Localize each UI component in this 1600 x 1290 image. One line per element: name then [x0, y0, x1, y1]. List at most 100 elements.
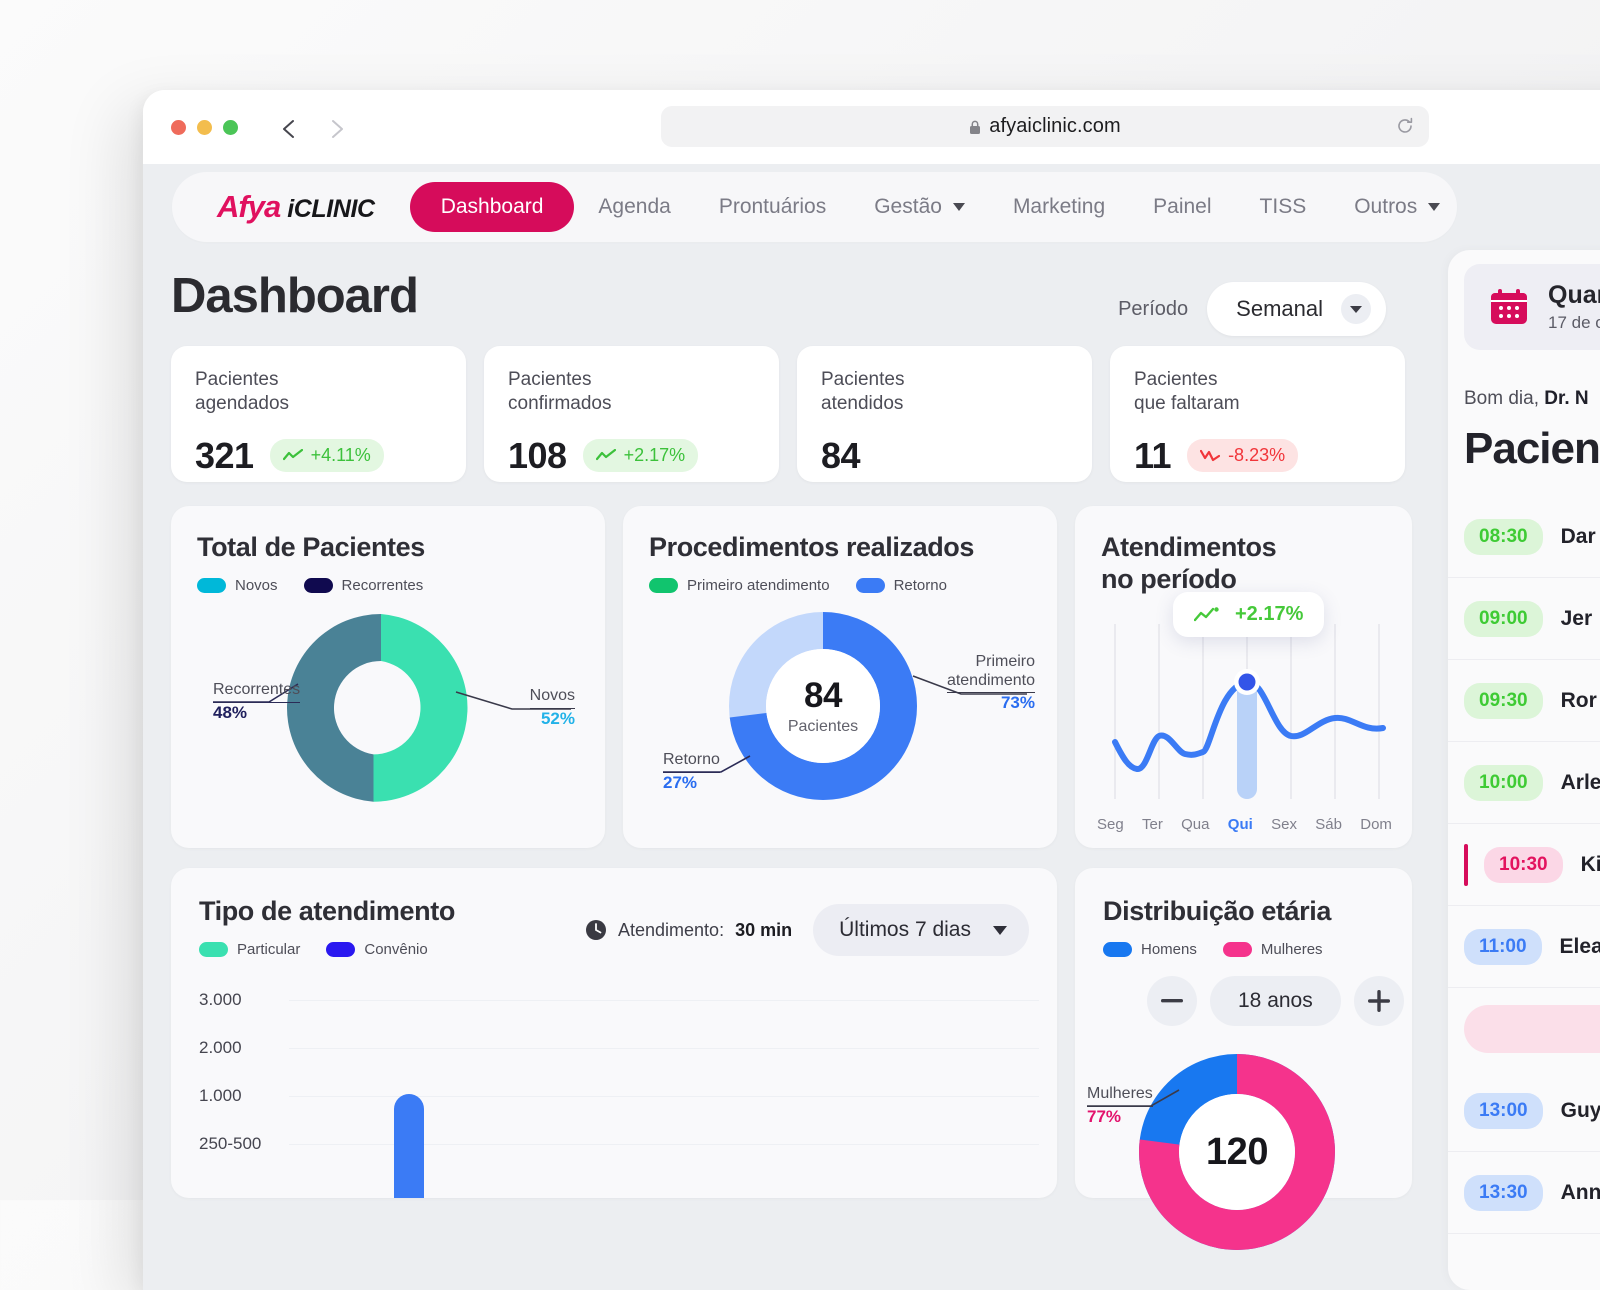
legend-label: Recorrentes — [341, 576, 424, 594]
nav-label: Gestão — [874, 195, 942, 218]
chevron-right-icon[interactable] — [326, 117, 346, 138]
app-root: Afya iCLINIC Dashboard Agenda Prontuário… — [143, 164, 1600, 1290]
appointment-row-current[interactable]: 10:30 Ki — [1448, 824, 1600, 906]
appointment-row[interactable]: 08:30 Dar — [1448, 496, 1600, 578]
chart-card-total-pacientes: Total de Pacientes Novos Recorrentes — [171, 506, 605, 848]
donut-leader-lines — [213, 683, 571, 710]
donut-total-pacientes — [275, 602, 487, 819]
appointment-time: 13:30 — [1464, 1174, 1543, 1211]
nav-item-tiss[interactable]: TISS — [1236, 182, 1331, 232]
legend-label: Primeiro atendimento — [687, 576, 830, 594]
period-select[interactable]: Semanal — [1207, 282, 1386, 336]
appointment-row[interactable]: 13:30 Ann — [1448, 1152, 1600, 1234]
kpi-card-atendidos[interactable]: Pacientes atendidos 84 — [797, 346, 1092, 482]
legend-label: Retorno — [893, 576, 947, 594]
x-label-ter: Ter — [1142, 816, 1163, 833]
minimize-window-button[interactable] — [197, 119, 212, 135]
appointment-row[interactable]: 09:30 Ror — [1448, 660, 1600, 742]
kpi-card-faltaram[interactable]: Pacientes que faltaram 11 -8.23% — [1110, 346, 1405, 482]
x-label-qua: Qua — [1181, 816, 1210, 833]
annotation-value: 48% — [213, 702, 248, 722]
nav-item-outros[interactable]: Outros — [1330, 182, 1464, 232]
kpi-card-confirmados[interactable]: Pacientes confirmados 108 +2.17% — [484, 346, 779, 482]
legend-swatch — [1103, 941, 1132, 957]
maximize-window-button[interactable] — [223, 119, 238, 135]
brand-iclinic-text: iCLINIC — [287, 195, 375, 223]
donut-center-text: 84 Pacientes — [717, 600, 929, 812]
nav-item-marketing[interactable]: Marketing — [989, 182, 1129, 232]
appointment-time: 13:00 — [1464, 1092, 1543, 1129]
nav-item-list: Dashboard Agenda Prontuários Gestão Mark… — [409, 182, 1465, 232]
appointment-time: 10:00 — [1464, 764, 1543, 801]
donut-center-value: 120 — [1206, 1130, 1268, 1173]
appointment-name: Guy — [1560, 1098, 1600, 1122]
url-text: afyaiclinic.com — [989, 115, 1121, 137]
legend-swatch — [649, 577, 678, 593]
date-range-value: Últimos 7 dias — [839, 918, 971, 941]
y-tick-3000: 3.000 — [199, 990, 242, 1009]
nav-item-painel[interactable]: Painel — [1129, 182, 1235, 232]
age-stepper: 18 anos — [1147, 976, 1404, 1026]
donut-procedimentos: 84 Pacientes — [717, 600, 929, 817]
legend-item-particular: Particular — [199, 941, 300, 958]
appointment-row[interactable]: 10:00 Arle — [1448, 742, 1600, 824]
lock-icon — [969, 120, 981, 134]
appointment-duration: Atendimento: 30 min — [585, 919, 792, 941]
nav-item-gestao[interactable]: Gestão — [850, 182, 989, 232]
nav-label: Dashboard — [440, 195, 544, 218]
annotation-label: Recorrentes — [213, 680, 301, 703]
kpi-delta-text: +4.11% — [310, 445, 371, 466]
date-text: Quar 17 de o — [1548, 281, 1600, 333]
duration-label: Atendimento: — [618, 919, 725, 940]
kpi-card-agendados[interactable]: Pacientes agendados 321 +4.11% — [171, 346, 466, 482]
period-selected-value: Semanal — [1236, 296, 1323, 321]
chevron-down-icon — [1341, 294, 1371, 324]
line-series — [1112, 679, 1386, 772]
brand-logo[interactable]: Afya iCLINIC — [217, 189, 375, 225]
reload-icon[interactable] — [1395, 116, 1415, 141]
period-filter: Período Semanal — [1118, 282, 1386, 336]
appointment-row[interactable]: 11:00 Elea — [1448, 906, 1600, 988]
kpi-title-line2: confirmados — [508, 393, 612, 415]
nav-item-dashboard[interactable]: Dashboard — [409, 182, 575, 232]
agenda-side-panel: Quar 17 de o Bom dia, Dr. N Pacien 08:30… — [1448, 250, 1600, 1290]
card-title-line2: no período — [1101, 563, 1237, 594]
donut-leader-lines — [1087, 1089, 1180, 1107]
kpi-value: 321 — [195, 434, 254, 476]
appointment-name: Ror — [1560, 688, 1597, 712]
chevron-left-icon[interactable] — [278, 117, 298, 138]
annotation-label: Mulheres — [1087, 1084, 1153, 1107]
close-window-button[interactable] — [171, 119, 186, 135]
greeting-prefix: Bom dia, — [1464, 388, 1545, 409]
appointment-name: Elea — [1559, 934, 1600, 958]
address-bar[interactable]: afyaiclinic.com — [661, 106, 1429, 147]
kpi-delta-badge: +4.11% — [269, 439, 384, 473]
chart-card-tipo-atendimento: Tipo de atendimento Particular Convênio — [171, 868, 1057, 1198]
appointment-name: Ann — [1560, 1180, 1600, 1204]
appointment-row[interactable]: 09:00 Jer — [1448, 578, 1600, 660]
legend-item-retorno: Retorno — [855, 576, 947, 594]
y-tick-1000: 1.000 — [199, 1086, 242, 1105]
appointment-name: Arle — [1560, 770, 1600, 794]
nav-label: Marketing — [1012, 195, 1106, 218]
appointment-row-blocked[interactable] — [1448, 988, 1600, 1070]
annotation-retorno: Retorno 27% — [663, 750, 720, 793]
minus-icon[interactable] — [1147, 976, 1197, 1026]
trend-down-icon — [1200, 450, 1221, 462]
chart-card-atendimentos: Atendimentos no período +2.17% — [1075, 506, 1412, 848]
annotation-novos: Novos 52% — [529, 686, 575, 729]
donut-center-label: Pacientes — [787, 718, 859, 735]
appointment-row[interactable]: 13:00 Guy — [1448, 1070, 1600, 1152]
date-chip: Quar 17 de o — [1464, 264, 1600, 350]
highlight-bar — [1237, 679, 1257, 799]
donut-center-value: 84 — [804, 676, 842, 715]
plus-icon[interactable] — [1353, 976, 1404, 1026]
kpi-delta-badge: -8.23% — [1187, 439, 1299, 473]
window-traffic-lights — [171, 119, 238, 135]
bar-chart-plot: 3.000 2.000 1.000 250-500 — [199, 990, 1039, 1198]
legend-item-novos: Novos — [197, 577, 278, 594]
nav-item-prontuarios[interactable]: Prontuários — [695, 182, 850, 232]
card-title: Distribuição etária — [1103, 896, 1331, 926]
date-range-select[interactable]: Últimos 7 dias — [813, 904, 1029, 956]
nav-item-agenda[interactable]: Agenda — [574, 182, 694, 232]
